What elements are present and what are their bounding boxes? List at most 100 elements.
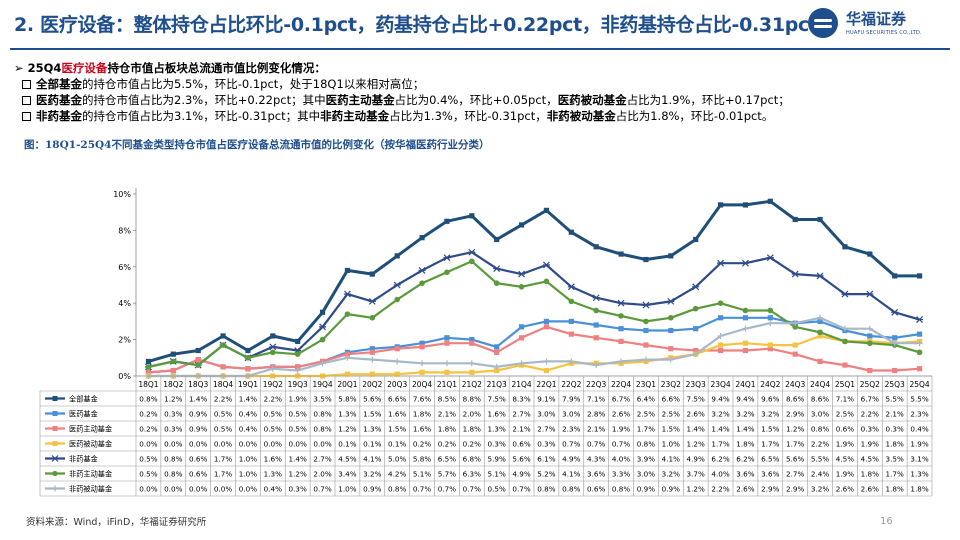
data-label: 0.5% (214, 424, 232, 433)
data-point (766, 254, 774, 262)
data-label: 0.1% (363, 439, 381, 448)
data-point (145, 369, 152, 375)
data-label: 1.6% (488, 409, 506, 418)
data-point (220, 342, 226, 348)
data-label: 6.7% (861, 394, 879, 403)
data-point (145, 358, 152, 365)
data-point (543, 324, 550, 330)
data-label: 4.1% (662, 454, 680, 463)
data-point (717, 300, 724, 306)
data-label: 0.2% (413, 439, 431, 448)
data-label: 2.2% (264, 394, 282, 403)
data-point (792, 320, 799, 327)
data-point (642, 301, 650, 309)
data-label: 1.8% (463, 424, 481, 433)
data-label: 0.0% (189, 439, 207, 448)
data-point (891, 308, 899, 316)
data-label: 0.3% (164, 409, 182, 418)
data-label: 0.4% (239, 409, 257, 418)
data-label: 2.2% (214, 394, 232, 403)
x-tick-label: 25Q2 (860, 380, 880, 389)
y-tick-label: 8% (118, 226, 131, 235)
data-point (245, 355, 251, 361)
data-point (419, 360, 426, 367)
data-label: 9.6% (761, 394, 779, 403)
data-point (617, 299, 625, 307)
data-label: 6.3% (463, 469, 481, 478)
data-point (593, 244, 599, 250)
data-point (443, 254, 451, 262)
data-point (468, 248, 476, 256)
data-point (767, 342, 773, 348)
summary-text: 的持仓市值占比为3.1%，环比-0.31pct；其中 (82, 109, 321, 123)
data-label: 1.4% (289, 454, 307, 463)
data-label: 1.4% (736, 424, 754, 433)
data-point (692, 351, 699, 358)
title-divider (10, 48, 950, 50)
summary-text: 占比为1.9%，环比+0.17pct； (626, 93, 790, 107)
data-label: 3.2% (662, 469, 680, 478)
data-label: 6.4% (637, 394, 655, 403)
data-point (568, 298, 575, 305)
data-label: 6.2% (711, 454, 729, 463)
data-label: 1.5% (662, 424, 680, 433)
data-point (469, 340, 475, 346)
series-line (148, 316, 920, 378)
data-point (543, 367, 550, 374)
x-tick-label: 21Q1 (437, 380, 457, 389)
data-point (618, 338, 624, 345)
data-point (518, 324, 525, 330)
y-tick-label: 10% (113, 190, 131, 199)
data-point (717, 332, 724, 339)
data-label: 7.5% (687, 394, 705, 403)
data-label: 2.9% (761, 484, 779, 493)
data-label: 4.2% (388, 469, 406, 478)
data-label: 0.8% (139, 394, 157, 403)
data-point (518, 284, 525, 290)
series-line (148, 316, 920, 374)
data-label: 0.3% (886, 424, 904, 433)
data-label: 1.9% (836, 469, 854, 478)
data-point (469, 337, 475, 343)
data-label: 0.5% (139, 469, 157, 478)
data-label: 0.6% (189, 454, 207, 463)
data-label: 5.5% (886, 394, 904, 403)
data-label: 1.4% (189, 394, 207, 403)
data-label: 7.5% (488, 394, 506, 403)
data-point (494, 344, 500, 350)
data-point (518, 360, 525, 367)
series-line (148, 251, 920, 368)
data-label: 8.3% (512, 394, 530, 403)
data-point (892, 367, 898, 374)
data-point (344, 371, 351, 377)
data-label: 0.0% (239, 484, 257, 493)
data-label: 1.9% (612, 424, 630, 433)
data-point (469, 258, 475, 265)
data-point (593, 335, 599, 341)
data-point (767, 307, 774, 314)
data-point (444, 269, 450, 276)
data-label: 5.8% (338, 394, 356, 403)
data-point (295, 338, 301, 345)
data-label: 0.4% (910, 424, 928, 433)
summary-row: 非药基金的持仓市值占比为3.1%，环比-0.31pct；其中非药主动基金占比为1… (14, 108, 790, 124)
data-label: 2.9% (786, 409, 804, 418)
data-label: 0.5% (264, 424, 282, 433)
data-label: 1.2% (164, 394, 182, 403)
data-label: 5.2% (537, 469, 555, 478)
summary-heading-sector: 医疗设备 (61, 61, 108, 75)
data-point (394, 371, 400, 377)
data-point (693, 326, 699, 332)
data-label: 1.2% (687, 484, 705, 493)
data-point (195, 362, 201, 368)
data-label: 1.8% (886, 439, 904, 448)
data-point (444, 340, 450, 346)
x-tick-label: 18Q1 (138, 380, 158, 389)
data-label: 1.6% (413, 424, 431, 433)
data-point (419, 235, 425, 241)
data-label: 0.9% (189, 424, 207, 433)
data-point (394, 253, 400, 259)
data-point (494, 236, 500, 243)
data-point (741, 259, 749, 267)
data-point (444, 218, 450, 224)
